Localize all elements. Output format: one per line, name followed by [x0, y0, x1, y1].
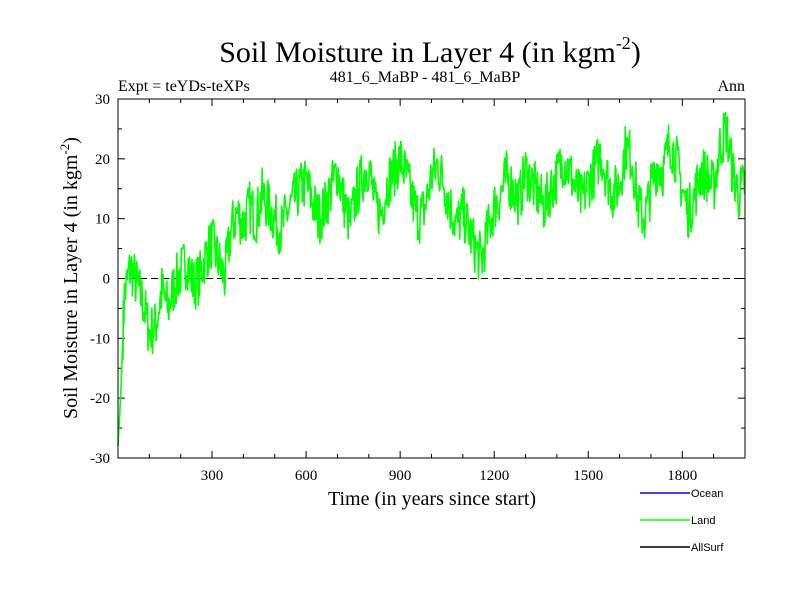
y-tick-label: -10: [90, 331, 110, 347]
subtitle-center: 481_6_MaBP - 481_6_MaBP: [330, 69, 521, 86]
axis-ticks: -30 -20 -10 0 10 20 30 300 600 900 1200 1500 1800: [90, 92, 745, 484]
legend-label-allsurf: AllSurf: [691, 542, 724, 554]
series-group: [117, 111, 746, 447]
x-tick-label: 900: [389, 468, 412, 484]
legend-label-ocean: Ocean: [691, 488, 723, 500]
y-tick-label: 0: [103, 272, 111, 288]
plot-frame: [117, 98, 746, 459]
y-tick-label: -30: [90, 451, 110, 467]
series-line-land: [117, 111, 746, 447]
x-tick-label: 1500: [573, 468, 603, 484]
y-axis-label: Soil Moisture in Layer 4 (in kgm-2): [57, 137, 82, 419]
x-tick-label: 300: [201, 468, 224, 484]
x-tick-label: 600: [295, 468, 318, 484]
chart-title-sup: -2: [616, 33, 631, 53]
subtitle-left: Expt = teYDs-teXPs: [118, 78, 250, 95]
legend-label-land: Land: [691, 515, 715, 527]
y-axis-label-close: ): [60, 137, 82, 144]
y-tick-label: -20: [90, 391, 110, 407]
y-tick-label: 30: [95, 92, 110, 108]
y-tick-label: 20: [95, 152, 110, 168]
y-axis-label-sup: -2: [57, 144, 72, 155]
chart-title-close: ): [631, 36, 641, 69]
legend: Ocean Land AllSurf: [640, 488, 724, 554]
chart-title: Soil Moisture in Layer 4 (in kgm-2): [219, 33, 641, 69]
x-tick-label: 1800: [667, 468, 697, 484]
x-tick-label: 1200: [479, 468, 509, 484]
y-axis-label-main: Soil Moisture in Layer 4 (in kgm: [60, 154, 82, 419]
chart-title-main: Soil Moisture in Layer 4 (in kgm: [219, 36, 616, 69]
subtitle-right: Ann: [717, 78, 745, 95]
x-axis-label: Time (in years since start): [328, 488, 536, 510]
y-tick-label: 10: [95, 212, 110, 228]
